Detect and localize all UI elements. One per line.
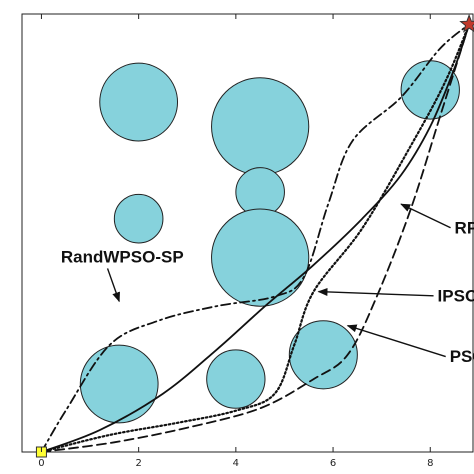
- obstacle-1: [99, 62, 179, 142]
- series-arrow-pso: [346, 324, 446, 358]
- x-tick-label-2: 2: [135, 458, 141, 469]
- obstacle-8: [206, 349, 266, 409]
- series-path-ipso: [40, 23, 471, 454]
- obstacle-5: [211, 208, 310, 307]
- series-label-pso: PSO: [450, 347, 474, 366]
- series-label-ipso: IPSO: [438, 286, 474, 305]
- series-arrow-randwpso-sp: [106, 268, 120, 303]
- series-label-rpso: RPSO: [455, 218, 474, 237]
- obstacle-7: [79, 344, 159, 424]
- obstacle-9: [288, 320, 358, 390]
- x-tick-label-8: 8: [427, 458, 433, 469]
- series-arrow-ipso: [317, 287, 434, 297]
- x-tick-label-4: 4: [233, 458, 239, 469]
- obstacle-2: [211, 77, 310, 176]
- x-tick-label-0: 0: [38, 458, 44, 469]
- series-path-pso: [40, 23, 470, 453]
- goal-marker: [459, 13, 474, 33]
- series-label-randwpso-sp: RandWPSO-SP: [61, 247, 184, 266]
- series-path-randwpso-sp: [40, 23, 470, 453]
- series-arrow-rpso: [400, 203, 451, 229]
- obstacle-4: [113, 193, 164, 244]
- series-path-rpso: [40, 23, 470, 453]
- x-tick-label-6: 6: [330, 458, 336, 469]
